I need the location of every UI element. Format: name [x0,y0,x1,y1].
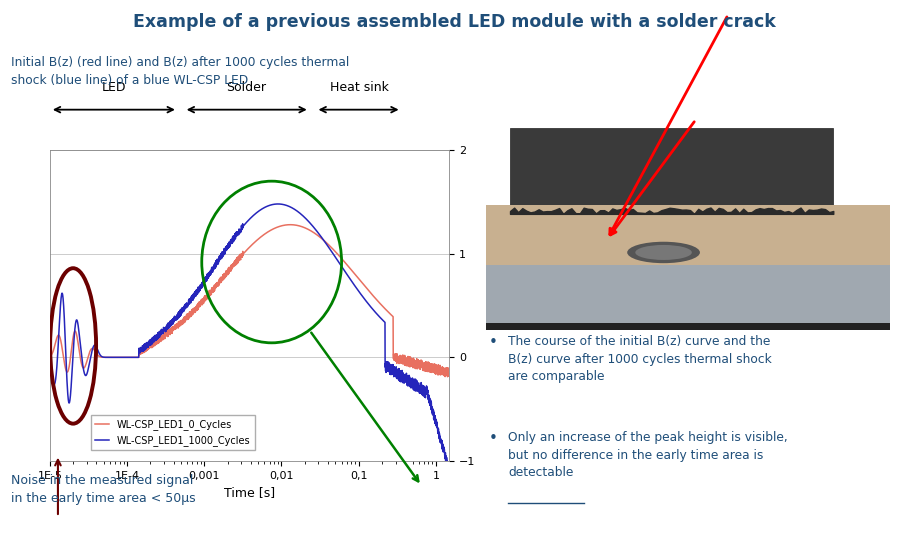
Legend: WL-CSP_LED1_0_Cycles, WL-CSP_LED1_1000_Cycles: WL-CSP_LED1_0_Cycles, WL-CSP_LED1_1000_C… [91,415,254,450]
WL-CSP_LED1_1000_Cycles [44,362,55,369]
Ellipse shape [636,245,692,260]
Text: LED: LED [102,81,126,94]
X-axis label: Time [s]: Time [s] [224,486,275,499]
WL-CSP_LED1_0_Cycles [90,348,101,355]
WL-CSP_LED1_0_Cycles [285,221,296,228]
WL-CSP_LED1_1000_Cycles [114,354,124,361]
WL-CSP_LED1_1000_Cycles [90,342,101,348]
WL-CSP_LED1_0_Cycles [443,365,454,371]
WL-CSP_LED1_0_Cycles [114,354,124,361]
Text: Only an increase of the peak height is visible,
but no difference in the early t: Only an increase of the peak height is v… [508,431,788,480]
Line: WL-CSP_LED1_1000_Cycles: WL-CSP_LED1_1000_Cycles [50,204,449,473]
Bar [486,265,890,330]
Text: Noise in the measured signal
in the early time area < 50μs: Noise in the measured signal in the earl… [11,474,195,505]
WL-CSP_LED1_1000_Cycles [436,437,447,444]
Y-axis label: B(z): B(z) [482,293,495,318]
Line: WL-CSP_LED1_0_Cycles: WL-CSP_LED1_0_Cycles [50,225,449,377]
Text: Solder: Solder [226,81,266,94]
WL-CSP_LED1_0_Cycles [44,353,55,360]
Bar [486,323,890,330]
WL-CSP_LED1_0_Cycles [393,358,404,364]
WL-CSP_LED1_1000_Cycles [393,369,404,376]
WL-CSP_LED1_1000_Cycles [198,282,209,289]
FancyBboxPatch shape [510,128,834,210]
WL-CSP_LED1_0_Cycles [215,276,226,282]
Ellipse shape [627,242,700,263]
Bar [486,205,890,270]
WL-CSP_LED1_1000_Cycles [272,201,283,207]
Text: Heat sink: Heat sink [331,81,389,94]
Text: Example of a previous assembled LED module with a solder crack: Example of a previous assembled LED modu… [133,13,775,32]
WL-CSP_LED1_1000_Cycles [443,470,454,477]
Text: •: • [489,335,498,350]
Text: The course of the initial B(z) curve and the
B(z) curve after 1000 cycles therma: The course of the initial B(z) curve and… [508,335,772,383]
WL-CSP_LED1_0_Cycles [442,374,453,380]
WL-CSP_LED1_0_Cycles [436,368,447,374]
Text: Initial B(z) (red line) and B(z) after 1000 cycles thermal
shock (blue line) of : Initial B(z) (red line) and B(z) after 1… [11,56,350,87]
WL-CSP_LED1_1000_Cycles [215,254,226,260]
Text: •: • [489,431,498,446]
WL-CSP_LED1_1000_Cycles [443,468,454,474]
WL-CSP_LED1_0_Cycles [198,297,209,304]
